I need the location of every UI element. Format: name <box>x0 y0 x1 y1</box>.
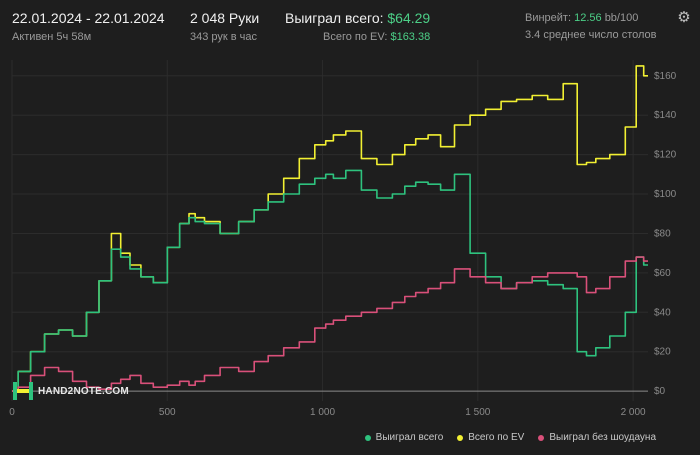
x-tick-label: 0 <box>9 407 15 418</box>
won-value: $64.29 <box>387 10 431 26</box>
ev-total: Всего по EV: $163.38 <box>285 31 430 45</box>
date-range: 22.01.2024 - 22.01.2024 <box>12 10 165 26</box>
series-line-1 <box>12 169 648 392</box>
won-label: Выиграл всего: <box>285 10 384 26</box>
x-tick-label: 500 <box>159 407 176 418</box>
vinrate-value: 12.56 <box>574 12 602 24</box>
gear-icon[interactable]: ⚙ <box>677 9 691 26</box>
y-tick-label: $60 <box>654 268 671 279</box>
tables-average: 3.4 среднее число столов <box>525 28 657 41</box>
y-tick-label: $100 <box>654 189 677 200</box>
legend-label-won: Выиграл всего <box>375 432 444 443</box>
hands-block: 2 048 Руки 343 рук в час <box>190 10 259 44</box>
chart-legend: Выиграл всего Всего по EV Выиграл без шо… <box>364 432 656 443</box>
vinrate-label: Винрейт: <box>525 12 572 24</box>
y-tick-label: $80 <box>654 228 671 239</box>
legend-dot-ev <box>457 434 464 441</box>
legend-item-no-showdown[interactable]: Выиграл без шоудауна <box>538 432 656 443</box>
y-tick-label: $20 <box>654 347 671 358</box>
hands-per-hour: 343 рук в час <box>190 30 258 43</box>
won-total: Выиграл всего: $64.29 <box>285 10 430 28</box>
y-tick-label: $40 <box>654 307 671 318</box>
vinrate-block: Винрейт: 12.56 bb/100 3.4 среднее число … <box>525 10 657 43</box>
legend-dot-no-showdown <box>538 434 545 441</box>
y-tick-label: $160 <box>654 71 677 82</box>
ev-value: $163.38 <box>390 30 431 43</box>
legend-label-ev: Всего по EV <box>468 432 525 443</box>
won-block: Выиграл всего: $64.29 Всего по EV: $163.… <box>285 10 430 44</box>
legend-item-won[interactable]: Выиграл всего <box>364 432 444 443</box>
hands-count: 2 048 Руки <box>190 10 260 26</box>
y-tick-label: $0 <box>654 386 666 397</box>
vinrate: Винрейт: 12.56 bb/100 <box>525 12 657 26</box>
legend-item-ev[interactable]: Всего по EV <box>457 432 524 443</box>
ev-label: Всего по EV: <box>323 30 388 43</box>
y-tick-label: $120 <box>654 150 677 161</box>
logo-icon <box>13 382 33 400</box>
date-block: 22.01.2024 - 22.01.2024 Активен 5ч 58м <box>12 10 165 44</box>
x-tick-label: 1 000 <box>310 407 335 418</box>
hand2note-logo: HAND2NOTE.COM <box>12 380 129 402</box>
series-line-2 <box>12 256 648 392</box>
x-tick-label: 2 000 <box>621 407 646 418</box>
series-line-0 <box>12 65 648 392</box>
active-time: Активен 5ч 58м <box>12 30 92 43</box>
legend-label-no-showdown: Выиграл без шоудауна <box>549 432 656 443</box>
vinrate-suffix: bb/100 <box>604 12 639 24</box>
logo-text: HAND2NOTE.COM <box>38 385 129 397</box>
x-tick-label: 1 500 <box>465 407 490 418</box>
legend-dot-won <box>364 434 371 441</box>
y-tick-label: $140 <box>654 110 677 121</box>
